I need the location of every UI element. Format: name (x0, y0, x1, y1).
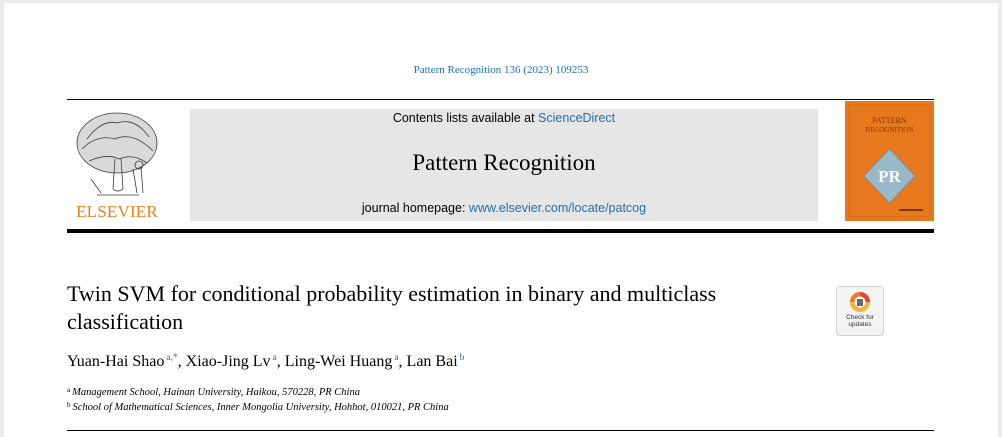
check-updates-line1: Check for (846, 314, 874, 321)
homepage-line: journal homepage: www.elsevier.com/locat… (190, 201, 818, 215)
author-affiliation-mark[interactable]: a (394, 353, 399, 363)
affiliation-item: a Management School, Hainan University, H… (67, 386, 360, 398)
homepage-prefix: journal homepage: (361, 201, 469, 215)
check-for-updates-button[interactable]: Check for updates (836, 286, 884, 336)
author-affiliation-mark[interactable]: a,* (166, 353, 178, 363)
contents-prefix: Contents lists available at (392, 111, 539, 125)
check-updates-line2: updates (848, 321, 872, 328)
author-name[interactable]: Ling-Wei Huang (284, 353, 393, 370)
homepage-link[interactable]: www.elsevier.com/locate/patcog (468, 201, 647, 215)
article-page: Pattern Recognition 136 (2023) 109253 EL… (4, 3, 998, 437)
check-updates-icon (850, 292, 870, 312)
check-updates-label: Check for updates (837, 314, 883, 328)
journal-cover-thumbnail[interactable]: PATTERN RECOGNITION PR (845, 101, 934, 221)
author-separator: , (177, 353, 186, 370)
cover-monogram: PR (878, 167, 901, 186)
cover-title-line1: PATTERN (872, 116, 907, 125)
journal-citation[interactable]: Pattern Recognition 136 (2023) 109253 (413, 64, 589, 76)
cover-title-line2: RECOGNITION (866, 126, 914, 134)
contents-line: Contents lists available at ScienceDirec… (190, 111, 818, 125)
journal-title: Pattern Recognition (412, 150, 596, 175)
author-separator: , (398, 353, 407, 370)
journal-banner: Contents lists available at ScienceDirec… (190, 109, 818, 221)
author-list: Yuan-Hai Shao a,*, Xiao-Jing Lv a, Ling-We… (67, 353, 464, 371)
author-affiliation-mark[interactable]: b (459, 353, 465, 363)
affiliation-mark: b (67, 401, 71, 409)
section-rule (67, 430, 934, 431)
sciencedirect-link[interactable]: ScienceDirect (538, 111, 616, 125)
author-affiliation-mark[interactable]: a (272, 353, 277, 363)
author-name[interactable]: Xiao-Jing Lv (185, 353, 271, 370)
author-name[interactable]: Yuan-Hai Shao (67, 353, 165, 370)
header-thick-rule (67, 229, 934, 233)
elsevier-wordmark: ELSEVIER (76, 202, 158, 221)
elsevier-tree-icon (76, 112, 158, 196)
affiliation-item: b School of Mathematical Sciences, Inner … (67, 401, 449, 413)
affiliation-text: School of Mathematical Sciences, Inner M… (72, 402, 449, 413)
affiliation-text: Management School, Hainan University, Ha… (72, 387, 360, 398)
author-separator: , (276, 353, 285, 370)
author-name[interactable]: Lan Bai (406, 353, 458, 370)
article-title: Twin SVM for conditional probability est… (67, 281, 717, 334)
cover-diamond (863, 148, 916, 204)
header-rule (67, 99, 934, 100)
affiliation-mark: a (67, 386, 71, 394)
elsevier-logo[interactable]: ELSEVIER (67, 109, 167, 221)
